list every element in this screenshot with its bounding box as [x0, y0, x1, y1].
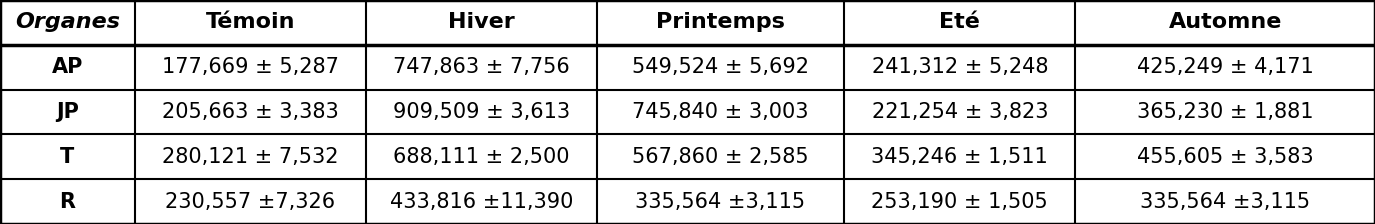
- Text: 241,312 ± 5,248: 241,312 ± 5,248: [872, 57, 1048, 77]
- Text: 221,254 ± 3,823: 221,254 ± 3,823: [872, 102, 1048, 122]
- Text: 425,249 ± 4,171: 425,249 ± 4,171: [1137, 57, 1313, 77]
- Text: 549,524 ± 5,692: 549,524 ± 5,692: [632, 57, 808, 77]
- Text: 745,840 ± 3,003: 745,840 ± 3,003: [632, 102, 808, 122]
- Text: Printemps: Printemps: [656, 12, 785, 32]
- Text: R: R: [59, 192, 76, 212]
- Text: Organes: Organes: [15, 12, 120, 32]
- Text: 230,557 ±7,326: 230,557 ±7,326: [165, 192, 336, 212]
- Text: 345,246 ± 1,511: 345,246 ± 1,511: [872, 147, 1048, 167]
- Text: 365,230 ± 1,881: 365,230 ± 1,881: [1137, 102, 1313, 122]
- Text: T: T: [60, 147, 74, 167]
- Text: Témoin: Témoin: [205, 12, 296, 32]
- Text: 433,816 ±11,390: 433,816 ±11,390: [389, 192, 573, 212]
- Text: 335,564 ±3,115: 335,564 ±3,115: [1140, 192, 1310, 212]
- Text: Automne: Automne: [1169, 12, 1282, 32]
- Text: 335,564 ±3,115: 335,564 ±3,115: [635, 192, 806, 212]
- Text: Eté: Eté: [939, 12, 980, 32]
- Text: 567,860 ± 2,585: 567,860 ± 2,585: [632, 147, 808, 167]
- Text: 253,190 ± 1,505: 253,190 ± 1,505: [872, 192, 1048, 212]
- Text: 688,111 ± 2,500: 688,111 ± 2,500: [393, 147, 569, 167]
- Text: 177,669 ± 5,287: 177,669 ± 5,287: [162, 57, 338, 77]
- Text: Hiver: Hiver: [448, 12, 514, 32]
- Text: JP: JP: [56, 102, 78, 122]
- Text: AP: AP: [52, 57, 82, 77]
- Text: 909,509 ± 3,613: 909,509 ± 3,613: [393, 102, 569, 122]
- Text: 747,863 ± 7,756: 747,863 ± 7,756: [393, 57, 569, 77]
- Text: 280,121 ± 7,532: 280,121 ± 7,532: [162, 147, 338, 167]
- Text: 455,605 ± 3,583: 455,605 ± 3,583: [1137, 147, 1313, 167]
- Text: 205,663 ± 3,383: 205,663 ± 3,383: [162, 102, 338, 122]
